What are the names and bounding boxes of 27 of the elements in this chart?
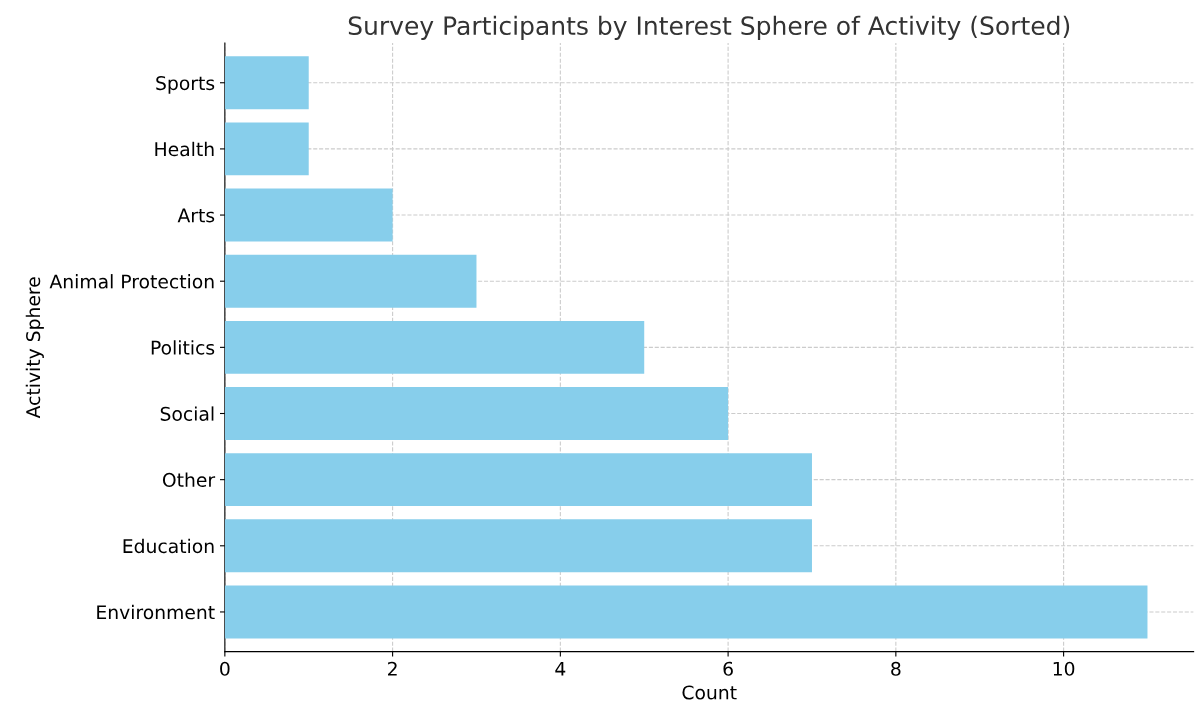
bar	[224, 122, 309, 176]
y-tick-label: Environment	[97, 604, 215, 620]
y-tick-label: Health	[155, 141, 214, 157]
y-axis-title: Activity Sphere	[25, 277, 44, 419]
y-tick-label: Politics	[151, 340, 215, 355]
bar	[224, 188, 393, 242]
bar	[224, 56, 309, 110]
y-tick-label: Animal Protection	[49, 274, 214, 289]
y-tick-label: Social	[160, 406, 214, 421]
x-tick-label: 10	[1053, 661, 1075, 676]
bar	[224, 387, 729, 440]
bar	[224, 254, 477, 308]
y-tick-label: Education	[123, 538, 214, 554]
bar	[224, 320, 645, 374]
bar	[224, 585, 1148, 639]
bar	[224, 453, 812, 507]
x-tick-label: 4	[555, 661, 566, 676]
x-tick-label: 6	[723, 661, 733, 676]
x-tick-label: 0	[220, 661, 230, 676]
x-tick-label: 8	[891, 661, 901, 676]
x-tick-label: 2	[388, 661, 397, 676]
x-axis-title: Count	[682, 685, 737, 700]
chart-title: Survey Participants by Interest Sphere of Activity (Sorted)	[348, 15, 1070, 40]
bar	[224, 519, 812, 573]
y-tick-label: Other	[162, 472, 216, 488]
y-tick-label: Sports	[156, 75, 215, 94]
y-tick-label: Arts	[177, 208, 215, 223]
